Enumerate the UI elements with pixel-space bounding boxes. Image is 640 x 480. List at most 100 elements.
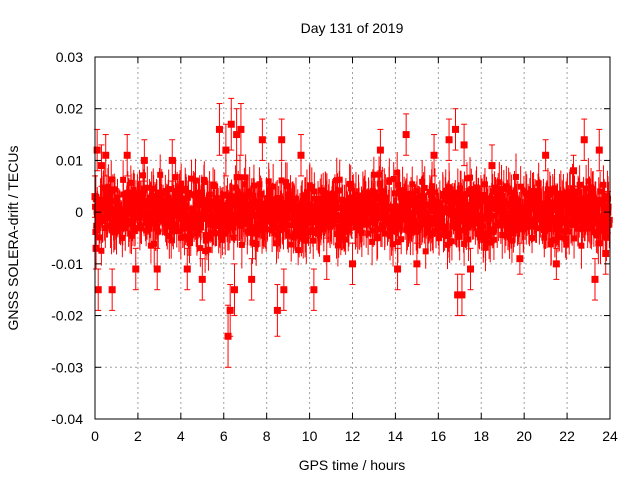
- data-point: [333, 199, 340, 206]
- data-point: [590, 229, 597, 236]
- data-point: [185, 189, 192, 196]
- data-point: [132, 224, 139, 231]
- y-tick-label: 0.02: [56, 101, 83, 117]
- data-point: [486, 233, 493, 240]
- data-point: [275, 236, 282, 243]
- data-point: [248, 275, 256, 283]
- data-point: [242, 174, 249, 181]
- axis-ticks: [94, 56, 611, 420]
- data-point: [196, 214, 203, 221]
- data-point: [111, 186, 118, 193]
- data-point: [153, 265, 161, 273]
- data-point: [383, 203, 390, 210]
- data-point: [177, 189, 184, 196]
- data-point: [227, 218, 234, 225]
- data-point: [219, 236, 226, 243]
- data-point: [396, 203, 403, 210]
- data-point: [198, 275, 206, 283]
- data-point: [144, 219, 151, 226]
- data-point: [129, 220, 136, 227]
- data-point: [536, 225, 543, 232]
- data-point: [454, 215, 461, 222]
- data-point: [356, 203, 363, 210]
- data-point: [370, 199, 377, 206]
- x-tick-label: 16: [431, 428, 447, 444]
- data-point: [186, 212, 193, 219]
- data-point: [323, 255, 331, 263]
- data-point: [93, 146, 101, 154]
- data-point: [431, 189, 438, 196]
- data-point: [374, 235, 381, 242]
- data-point: [467, 174, 474, 181]
- data-point: [602, 250, 610, 258]
- data-point: [211, 183, 218, 190]
- data-point: [532, 193, 539, 200]
- data-point: [233, 174, 240, 181]
- x-tick-label: 2: [134, 428, 142, 444]
- data-point: [102, 151, 110, 159]
- y-tick-label: -0.01: [51, 256, 83, 272]
- data-point: [458, 291, 466, 299]
- data-point: [136, 189, 143, 196]
- data-point: [556, 223, 563, 230]
- data-point: [505, 185, 512, 192]
- data-point: [428, 192, 435, 199]
- data-point: [585, 207, 592, 214]
- data-point: [246, 213, 253, 220]
- data-point: [536, 194, 543, 201]
- data-point: [390, 241, 397, 248]
- data-point: [414, 227, 421, 234]
- data-point: [454, 189, 461, 196]
- data-point: [188, 175, 195, 182]
- data-point: [574, 225, 581, 232]
- data-point: [490, 212, 497, 219]
- data-point: [468, 186, 475, 193]
- data-point: [386, 177, 393, 184]
- x-tick-label: 10: [302, 428, 318, 444]
- data-point: [269, 227, 276, 234]
- data-point: [603, 234, 610, 241]
- data-point: [552, 226, 559, 233]
- data-point: [280, 286, 288, 294]
- data-point: [482, 238, 489, 245]
- data-point: [558, 234, 565, 241]
- x-tick-label: 0: [91, 428, 99, 444]
- data-point: [96, 234, 103, 241]
- data-point: [547, 191, 554, 198]
- data-point: [487, 239, 494, 246]
- data-point: [461, 240, 468, 247]
- data-point: [236, 174, 243, 181]
- data-point: [288, 222, 295, 229]
- data-point: [108, 176, 115, 183]
- data-point: [460, 141, 468, 149]
- data-point: [140, 156, 148, 164]
- data-point: [237, 125, 245, 133]
- data-point: [578, 199, 585, 206]
- data-point: [128, 198, 135, 205]
- data-point: [495, 219, 502, 226]
- data-point: [278, 177, 285, 184]
- data-point: [454, 291, 462, 299]
- data-point: [605, 203, 612, 210]
- data-point: [570, 167, 578, 175]
- data-point: [148, 192, 155, 199]
- data-point: [323, 214, 330, 221]
- data-point: [563, 224, 570, 231]
- data-point: [346, 180, 353, 187]
- data-point: [560, 192, 567, 199]
- data-point: [494, 222, 501, 229]
- data-point: [291, 206, 298, 213]
- data-point: [394, 265, 402, 273]
- data-point: [517, 183, 524, 190]
- data-point: [222, 146, 230, 154]
- x-tick-label: 24: [602, 428, 618, 444]
- data-point: [294, 203, 301, 210]
- data-point: [508, 196, 515, 203]
- data-point: [406, 216, 413, 223]
- data-point: [262, 208, 269, 215]
- data-point: [593, 206, 600, 213]
- data-point: [491, 226, 498, 233]
- data-point: [540, 200, 547, 207]
- data-point: [280, 224, 287, 231]
- data-point: [151, 240, 158, 247]
